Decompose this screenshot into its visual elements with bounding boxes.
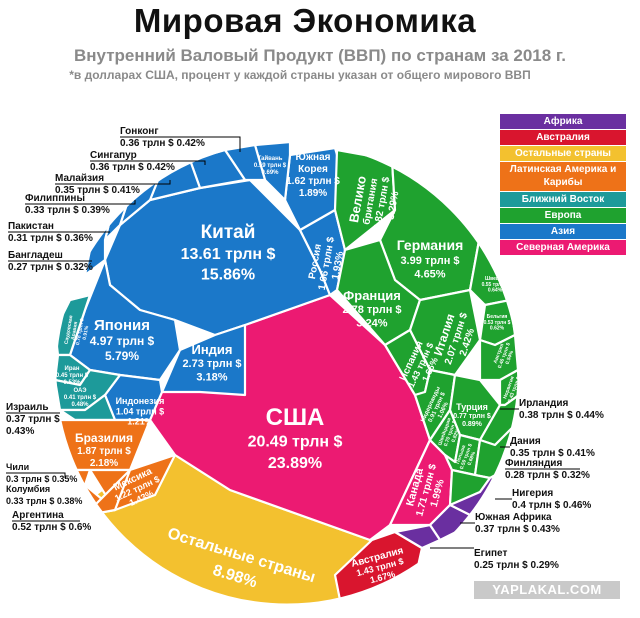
label-саудовская-аравия: СаудовскаяАравия0.78 трлн $0.91% (64, 315, 92, 348)
callout-филиппины: Филиппины 0.33 трлн $ 0.39% (25, 193, 110, 216)
units-note: *в долларах США, процент у каждой страны… (69, 68, 531, 82)
label-турция: Турция 0.77 трлн $0.89% (453, 402, 491, 428)
callout-южная-африка: Южная Африка 0.37 трлн $ 0.43% (475, 511, 560, 535)
legend-item-европа: Европа (500, 208, 626, 223)
leader-малайзия (55, 180, 171, 185)
callout-чили: Чили 0.3 трлн $ 0.35% (6, 462, 77, 484)
label-бельгия: Бельгия 0.53 трлн $0.62% (484, 314, 511, 332)
callout-колумбия: Колумбия 0.33 трлн $ 0.38% (6, 484, 82, 506)
label-бразилия: Бразилия 1.87 трлн $2.18% (75, 431, 133, 469)
label-италия: Италия2.07 трлн $2.42% (429, 307, 481, 370)
label-индонезия: Индонезия 1.04 трлн $1.21% (116, 396, 165, 427)
label-япония: Япония 4.97 трлн $5.79% (90, 317, 155, 363)
callout-гонконг: Гонконг 0.36 трлн $ 0.42% (120, 126, 205, 149)
label-китай: Китай 13.61 трлн $15.86% (181, 222, 276, 284)
legend-item-австралия: Австралия (500, 130, 626, 145)
callout-нигерия: Нигерия 0.4 трлн $ 0.46% (512, 488, 591, 511)
leader-филиппины (25, 200, 136, 205)
label-сша: США 20.49 трлн $23.89% (248, 404, 343, 472)
callout-египет: Египет 0.25 трлн $ 0.29% (474, 548, 559, 571)
watermark: YAPLAKAL.COM (474, 581, 620, 599)
label-иран: Иран 0.45 трлн $0.53% (56, 366, 89, 386)
leader-сингапур (90, 160, 206, 165)
callout-израиль: Израиль 0.37 трлн $0.43% (6, 402, 60, 437)
label-швеция: Швеция 0.55 трлн $0.64% (482, 276, 509, 294)
callout-финляндия: Финляндия 0.28 трлн $ 0.32% (505, 458, 590, 481)
cell-египет (393, 523, 442, 550)
label-тайвань: Тайвань 0.59 трлн $0.69% (254, 155, 287, 176)
legend: Африка Австралия Остальные страны Латинская… (500, 114, 626, 256)
page-title: Мировая Экономика (133, 2, 477, 39)
callout-пакистан: Пакистан 0.31 трлн $ 0.36% (8, 221, 93, 244)
callout-дания: Дания 0.35 трлн $ 0.41% (510, 436, 595, 459)
legend-item-африка: Африка (500, 114, 626, 129)
cell-израиль (58, 393, 117, 422)
legend-item-остальные-страны: Остальные страны (500, 146, 626, 161)
legend-item-северная-америка: Северная Америка (500, 240, 626, 255)
label-германия: Германия 3.99 трлн $4.65% (397, 237, 464, 281)
callout-сингапур: Сингапур 0.36 трлн $ 0.42% (90, 150, 175, 173)
label-оаэ: ОАЭ 0.41 трлн $0.48% (64, 388, 97, 408)
label-россия: Россия1.66 трлн $1.93% (305, 234, 348, 293)
legend-item-ближний-восток: Ближний Восток (500, 192, 626, 207)
leader-чили (6, 472, 66, 478)
leader-гонконг (120, 136, 241, 152)
label-великобритания: Великобритания2.82 трлн $3.29% (346, 171, 404, 233)
legend-item-азия: Азия (500, 224, 626, 239)
label-индия: Индия 2.73 трлн $3.18% (182, 342, 241, 383)
callout-бангладеш: Бангладеш 0.27 трлн $ 0.32% (8, 250, 93, 273)
page-subtitle: Внутренний Валовый Продукт (ВВП) по стра… (73, 46, 567, 65)
label-норвегия: Норвегия0.43 трлн $0.51% (502, 374, 528, 405)
legend-item-латинская-америка-и-карибы: Латинская Америка и Карибы (500, 162, 626, 191)
callout-малайзия: Малайзия 0.35 трлн $ 0.41% (55, 173, 140, 196)
callout-аргентина: Аргентина 0.52 трлн $ 0.6% (12, 510, 91, 533)
label-франция: Франция 2.78 трлн $3.24% (342, 288, 401, 329)
label-южная-корея: Южная Корея 1.62 трлн $1.89% (286, 152, 340, 199)
label-нидерланды: Нидерланды0.91 трлн $1.06% (420, 386, 454, 429)
callout-ирландия: Ирландия 0.38 трлн $ 0.44% (519, 398, 604, 421)
